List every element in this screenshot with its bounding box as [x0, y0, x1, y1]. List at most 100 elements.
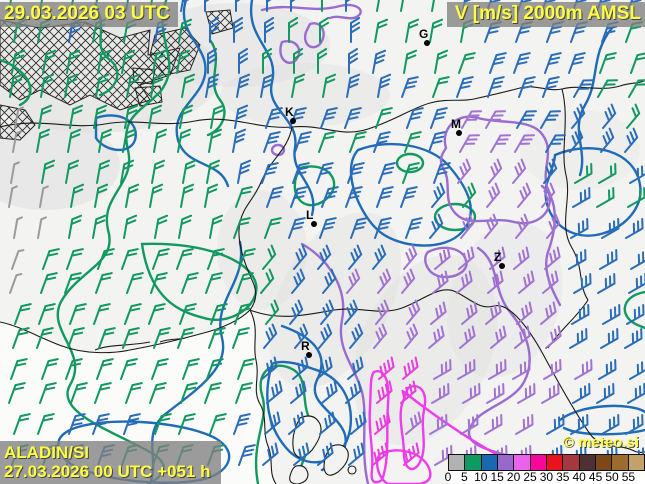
wind-barb: [97, 248, 115, 270]
wind-barb: [625, 414, 644, 435]
wind-barb: [124, 104, 139, 129]
wind-barb: [233, 217, 251, 239]
wind-barb: [149, 382, 167, 404]
wind-barb: [459, 134, 480, 153]
wind-barb: [460, 213, 475, 239]
wind-barb: [66, 248, 84, 270]
wind-barb: [321, 186, 339, 208]
wind-barb: [540, 301, 557, 325]
wind-barb: [428, 131, 446, 153]
wind-barb: [235, 382, 253, 404]
wind-barb: [238, 248, 256, 270]
wind-barb: [236, 73, 251, 98]
wind-barb: [490, 325, 507, 349]
wind-barb: [98, 128, 113, 153]
wind-barb: [490, 134, 511, 153]
wind-barb: [8, 185, 18, 208]
wind-barb: [181, 272, 199, 294]
wind-barb: [602, 103, 617, 129]
wind-barb: [266, 0, 272, 12]
wind-barb: [11, 49, 26, 74]
wind-barb: [177, 128, 192, 153]
wind-barb: [544, 52, 562, 74]
wind-barb: [176, 49, 191, 74]
legend-tick-label: 20: [506, 470, 521, 484]
wind-barb: [42, 49, 57, 74]
wind-barb: [319, 217, 337, 239]
wind-barb: [513, 52, 531, 74]
wind-barb: [180, 382, 198, 404]
wind-barb: [515, 414, 534, 435]
wind-barb: [152, 49, 167, 74]
wind-barb: [541, 182, 556, 208]
wind-barb: [263, 131, 281, 153]
legend-cell: [497, 455, 515, 470]
wind-barb: [461, 110, 482, 129]
wind-barb: [545, 134, 566, 153]
wind-barb: [262, 244, 277, 270]
wind-barb: [39, 382, 57, 404]
legend-cell: [612, 455, 629, 470]
wind-barb: [121, 248, 139, 270]
wind-barb: [98, 327, 116, 349]
wind-barb: [122, 327, 140, 349]
wind-barb: [403, 49, 418, 74]
wind-barb: [125, 183, 140, 208]
wind-barb: [485, 110, 506, 129]
wind-barb: [260, 73, 275, 98]
wind-barb: [345, 186, 363, 208]
wind-barb: [376, 0, 380, 12]
wind-barb: [344, 299, 359, 325]
wind-barb: [126, 73, 141, 98]
wind-barb: [568, 52, 586, 74]
wind-barb: [210, 104, 225, 129]
wind-barb: [599, 249, 618, 270]
wind-barb: [626, 103, 641, 129]
wind-barb: [375, 299, 390, 325]
wind-barb: [517, 383, 536, 404]
wind-barb: [601, 218, 620, 239]
wind-barb: [629, 361, 645, 380]
wind-barb: [432, 270, 449, 294]
wind-barb: [234, 104, 249, 129]
wind-barb: [429, 18, 444, 43]
wind-barb: [378, 162, 396, 184]
wind-barb: [204, 0, 210, 12]
wind-barb: [459, 325, 476, 349]
wind-barb: [489, 246, 506, 270]
wind-barb: [597, 273, 616, 294]
legend-tick-label: 35: [556, 470, 570, 484]
wind-barb: [569, 127, 584, 153]
wind-barb: [484, 213, 499, 239]
legend-cell: [595, 455, 613, 470]
wind-barb: [208, 327, 226, 349]
wind-barb: [462, 182, 477, 208]
wind-barb: [290, 186, 308, 208]
wind-barb: [204, 382, 222, 404]
wind-barb: [320, 107, 338, 129]
wind-barb: [462, 383, 481, 404]
wind-barb: [377, 268, 392, 294]
wind-barb: [232, 128, 247, 153]
wind-barb: [598, 163, 617, 184]
wind-barb: [515, 213, 530, 239]
wind-barb: [68, 214, 83, 239]
wind-barb: [488, 359, 507, 380]
city-dot: [424, 40, 430, 46]
wind-barb: [294, 323, 309, 349]
wind-barb: [205, 73, 220, 98]
wind-barb: [153, 327, 171, 349]
wind-barb: [148, 303, 166, 325]
legend-value-labels: 0 5 10 15 20 25 30 35 40 45 50 55: [445, 470, 645, 484]
wind-barb: [236, 272, 254, 294]
wind-barb: [513, 246, 530, 270]
wind-barb: [42, 248, 60, 270]
wind-barb: [570, 218, 589, 239]
wind-barb: [374, 411, 391, 435]
wind-barb: [432, 76, 450, 98]
wind-barb: [205, 272, 223, 294]
legend-cell: [481, 455, 498, 470]
wind-barb: [234, 303, 252, 325]
